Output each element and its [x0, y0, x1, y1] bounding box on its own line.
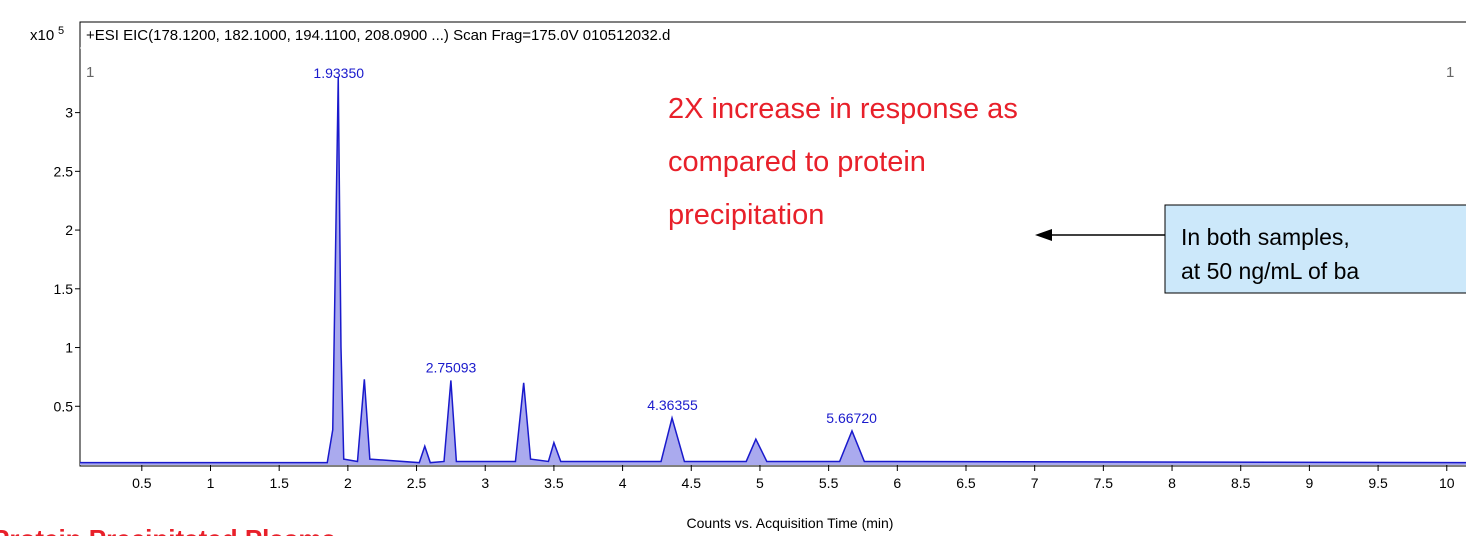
- trace-line: [80, 77, 1466, 464]
- peak-label: 1.93350: [313, 65, 364, 81]
- y-tick-label: 1.5: [54, 281, 74, 297]
- y-exponent: 5: [58, 25, 64, 37]
- x-tick-label: 5: [756, 475, 764, 491]
- callout-box: [1164, 204, 1466, 294]
- y-multiplier: x10: [30, 27, 54, 44]
- x-tick-label: 8: [1168, 475, 1176, 491]
- x-tick-label: 6: [893, 475, 901, 491]
- x-tick-label: 6.5: [956, 475, 976, 491]
- y-tick-label: 3: [65, 105, 73, 121]
- x-tick-label: 3.5: [544, 475, 564, 491]
- y-tick-label: 1: [65, 340, 73, 356]
- panel-mark: 1: [86, 64, 94, 81]
- x-tick-label: 2.5: [407, 475, 427, 491]
- sample-label: Protein Precipitated Plasma: [0, 524, 336, 536]
- x-tick-label: 7.5: [1094, 475, 1114, 491]
- peak-label: 2.75093: [426, 359, 477, 375]
- x-tick-label: 9.5: [1368, 475, 1388, 491]
- annotation: 2X increase in response as compared to p…: [668, 93, 1018, 231]
- x-tick-label: 10: [1439, 475, 1455, 491]
- x-tick-label: 1: [207, 475, 215, 491]
- panel-mark: 1: [1446, 64, 1454, 81]
- annotation-line: precipitation: [668, 199, 824, 231]
- x-axis-label: Counts vs. Acquisition Time (min): [687, 515, 894, 531]
- x-tick-label: 4.5: [682, 475, 702, 491]
- callout-line: at 50 ng/mL of ba: [1181, 258, 1359, 284]
- y-tick-label: 2: [65, 222, 73, 238]
- callout-line: In both samples,: [1181, 224, 1350, 250]
- x-tick-label: 9: [1306, 475, 1314, 491]
- annotation-line: compared to protein: [668, 146, 926, 178]
- y-tick-label: 0.5: [54, 398, 74, 414]
- x-tick-label: 2: [344, 475, 352, 491]
- header: +ESI EIC(178.1200, 182.1000, 194.1100, 2…: [86, 27, 670, 44]
- y-tick-label: 2.5: [54, 163, 74, 179]
- arrow-head: [1035, 229, 1052, 241]
- x-tick-label: 8.5: [1231, 475, 1251, 491]
- x-tick-label: 7: [1031, 475, 1039, 491]
- x-tick-label: 3: [481, 475, 489, 491]
- x-tick-label: 0.5: [132, 475, 152, 491]
- annotation-line: 2X increase in response as: [668, 93, 1018, 125]
- x-tick-label: 4: [619, 475, 627, 491]
- x-tick-label: 1.5: [269, 475, 289, 491]
- x-tick-label: 5.5: [819, 475, 839, 491]
- peak-label: 5.66720: [826, 410, 877, 426]
- peak-label: 4.36355: [647, 397, 698, 413]
